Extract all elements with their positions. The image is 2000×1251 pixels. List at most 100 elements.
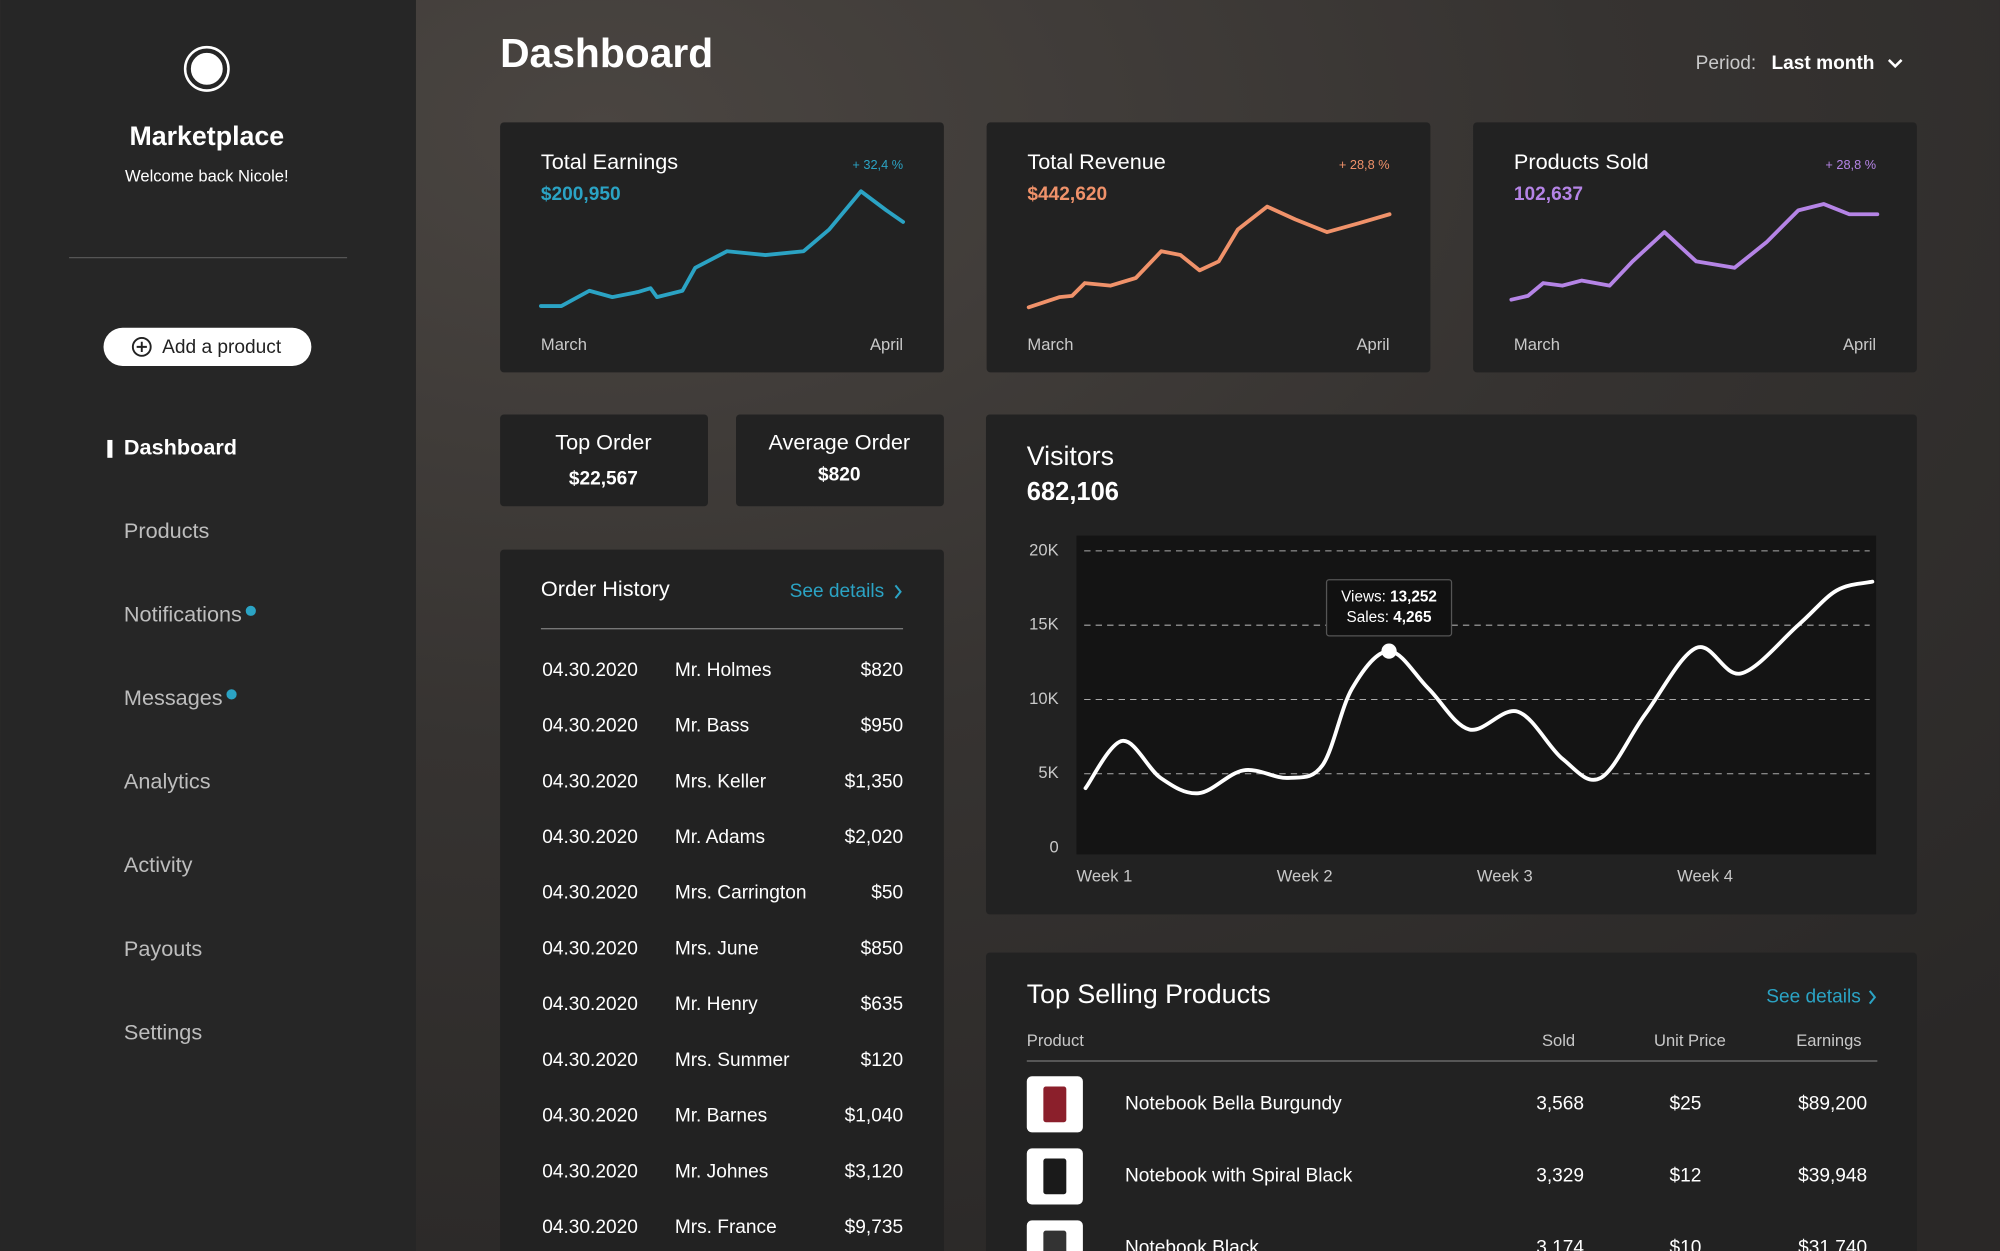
chevron — [1887, 59, 1903, 69]
stat-card: Total Earnings $200,950 + 32,4 % March April — [500, 122, 944, 373]
product-image — [1043, 1230, 1067, 1251]
product-image — [1043, 1158, 1067, 1195]
active-indicator — [107, 439, 113, 458]
brand: Marketplace — [129, 121, 284, 151]
product-name: Notebook Bella Burgundy — [1125, 1093, 1342, 1114]
product-price: $10 — [1669, 1237, 1701, 1251]
page-title: Dashboard — [500, 30, 713, 76]
x-tick-label: Week 3 — [1477, 867, 1533, 886]
column-header: Earnings — [1796, 1031, 1861, 1050]
x-tick-label: Week 4 — [1677, 867, 1733, 886]
nav-item[interactable]: Notifications — [124, 602, 256, 627]
chart-title: Visitors — [1027, 441, 1114, 471]
tooltip-value: 13,252 — [1390, 589, 1437, 606]
product-price: $25 — [1669, 1093, 1701, 1114]
order-date: 04.30.2020 — [542, 1106, 638, 1127]
order-customer: Mrs. Keller — [675, 771, 767, 792]
order-amount: $2,020 — [845, 827, 903, 848]
card-value: $820 — [818, 465, 861, 486]
point-marker — [1381, 643, 1397, 659]
line — [1083, 579, 1875, 796]
product-sold: 3,329 — [1536, 1165, 1584, 1186]
nav-label: Activity — [124, 852, 193, 877]
badge-dot — [245, 605, 256, 616]
x-tick-label: Week 2 — [1277, 867, 1333, 886]
period-selector[interactable]: Period: Last month — [1696, 53, 1903, 74]
axis-label: April — [1356, 335, 1389, 354]
logo-ring — [183, 45, 230, 92]
sparkline — [1026, 204, 1392, 310]
order-date: 04.30.2020 — [542, 1217, 638, 1238]
card-change: + 28,8 % — [1339, 157, 1390, 172]
order-customer: Mrs. June — [675, 938, 759, 959]
product-rows: Notebook Bella Burgundy 3,568 $25 $89,200 No… — [1026, 1076, 1867, 1251]
card-value: $22,567 — [569, 469, 638, 490]
order-date: 04.30.2020 — [542, 716, 638, 737]
order-amount: $50 — [871, 883, 903, 904]
axis-label: March — [541, 335, 587, 354]
product-image — [1043, 1086, 1067, 1123]
order-customer: Mr. Bass — [675, 716, 749, 737]
order-amount: $120 — [861, 1050, 904, 1071]
order-customer: Mr. Barnes — [675, 1106, 767, 1127]
card-value: 102,637 — [1514, 184, 1583, 205]
chevron — [894, 584, 902, 599]
card-title: Top Order — [555, 429, 651, 454]
nav-label: Dashboard — [124, 435, 237, 460]
axis-label: April — [1843, 335, 1876, 354]
top-products-card — [985, 952, 1917, 1251]
nav-item[interactable]: Activity — [124, 852, 193, 877]
order-amount: $9,735 — [845, 1217, 903, 1238]
tooltip-box — [1325, 579, 1453, 637]
sparkline — [539, 189, 905, 308]
see-details-link[interactable]: See details — [790, 581, 902, 602]
period-value: Last month — [1772, 53, 1875, 74]
chart-total: 682,106 — [1027, 478, 1119, 506]
period-label: Period: — [1696, 53, 1757, 74]
nav-item[interactable]: Analytics — [124, 769, 211, 794]
card-bg — [500, 122, 944, 373]
chevron — [1868, 990, 1877, 1005]
see-details-link[interactable]: See details — [1766, 986, 1877, 1007]
stat-cards: Total Earnings $200,950 + 32,4 % March April… — [500, 122, 1917, 373]
nav-item[interactable]: Messages — [124, 685, 237, 710]
plus-icon — [131, 336, 152, 357]
order-customer: Mr. Adams — [675, 827, 765, 848]
product-price: $12 — [1669, 1165, 1701, 1186]
order-customer: Mrs. Summer — [675, 1050, 790, 1071]
nav: Dashboard Products Notifications Messages An… — [107, 435, 256, 1044]
order-customer: Mrs. France — [675, 1217, 777, 1238]
order-amount: $1,350 — [845, 771, 903, 792]
tooltip-label: Sales: — [1347, 609, 1390, 626]
product-earnings: $89,200 — [1798, 1093, 1867, 1114]
add-product-button[interactable]: Add a product — [103, 327, 312, 366]
logo — [187, 49, 227, 89]
plot-area — [1076, 535, 1877, 855]
y-tick-label: 15K — [1029, 615, 1058, 634]
order-history-card — [500, 549, 944, 1251]
plus-icon — [136, 341, 147, 352]
link: See details — [790, 581, 885, 602]
order-amount: $3,120 — [845, 1161, 903, 1182]
product-earnings: $31,740 — [1798, 1237, 1867, 1251]
card-title: Products Sold — [1514, 149, 1649, 174]
order-amount: $1,040 — [845, 1106, 903, 1127]
order-date: 04.30.2020 — [542, 771, 638, 792]
x-tick-label: Week 1 — [1077, 867, 1133, 886]
welcome: Welcome back Nicole! — [125, 167, 289, 186]
nav-item[interactable]: Products — [124, 518, 210, 543]
card-bg — [1473, 122, 1917, 373]
stat-card: Products Sold 102,637 + 28,8 % March April — [1473, 122, 1917, 373]
card-value: $442,620 — [1027, 184, 1107, 205]
nav-label: Payouts — [124, 936, 202, 961]
card-bg — [986, 122, 1431, 373]
order-customer: Mr. Henry — [675, 994, 758, 1015]
nav-item[interactable]: Payouts — [124, 936, 202, 961]
nav-item[interactable]: Dashboard — [107, 435, 237, 460]
order-amount: $950 — [861, 716, 904, 737]
order-date: 04.30.2020 — [542, 1050, 638, 1071]
nav-item[interactable]: Settings — [124, 1019, 202, 1044]
sparkline — [1509, 202, 1880, 302]
